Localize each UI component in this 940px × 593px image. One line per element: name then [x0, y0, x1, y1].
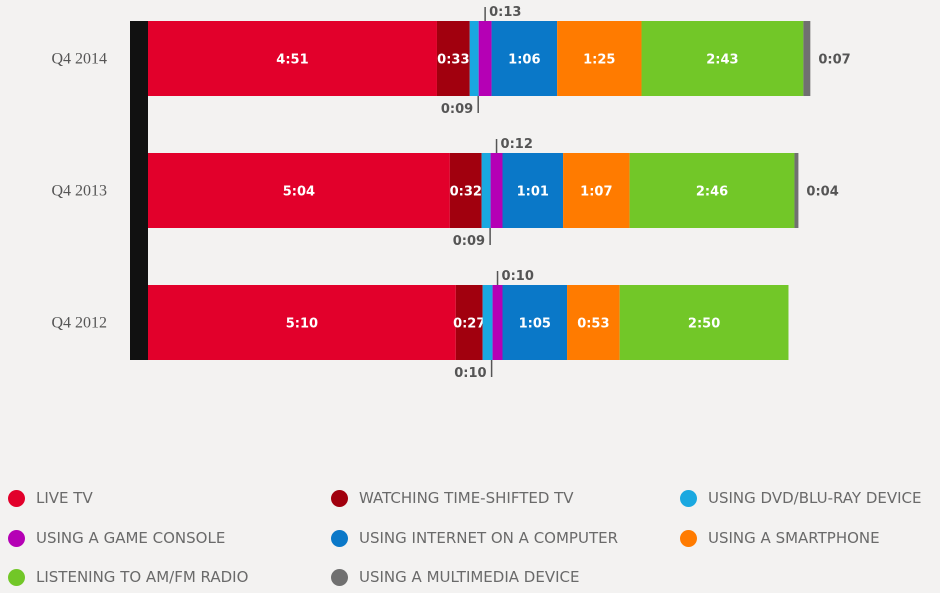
bar-segment-listening-to-am-fm-radio — [641, 21, 804, 96]
data-label: 2:46 — [696, 185, 728, 200]
bar-segment-using-dvd-blu-ray-device — [481, 153, 491, 228]
legend-item-using-internet-on-a-computer: USING INTERNET ON A COMPUTER — [331, 528, 618, 548]
data-label: 1:07 — [580, 185, 612, 200]
legend-swatch — [331, 489, 348, 507]
legend-item-live-tv: LIVE TV — [8, 488, 93, 508]
category-label: Q4 2013 — [51, 183, 107, 200]
data-label: 0:53 — [577, 317, 609, 332]
data-label: 0:32 — [450, 185, 482, 200]
bar-segment-using-dvd-blu-ray-device — [469, 21, 479, 96]
legend-item-listening-to-am-fm-radio: LISTENING TO AM/FM RADIO — [8, 567, 248, 587]
data-label: 0:13 — [489, 5, 521, 20]
legend-swatch — [680, 489, 697, 507]
baseline-axis — [130, 21, 148, 360]
legend-swatch — [8, 529, 25, 547]
bar-segment-using-a-game-console — [490, 153, 503, 228]
bar-segment-using-a-smartphone — [557, 21, 642, 96]
data-label: 0:27 — [453, 317, 485, 332]
data-label: 0:07 — [818, 53, 850, 68]
legend-swatch — [680, 529, 697, 547]
bar-segment-using-dvd-blu-ray-device — [482, 285, 493, 360]
bar-segment-using-a-game-console — [478, 21, 492, 96]
legend-label: LISTENING TO AM/FM RADIO — [36, 568, 249, 586]
bar-segment-using-a-multimedia-device — [803, 21, 811, 96]
bar-segment-listening-to-am-fm-radio — [629, 153, 795, 228]
bar-segment-watching-time-shifted-tv — [436, 21, 470, 96]
bar-segment-using-a-multimedia-device — [794, 153, 799, 228]
category-label: Q4 2012 — [51, 315, 107, 332]
data-label: 1:05 — [519, 317, 551, 332]
legend-swatch — [8, 489, 25, 507]
legend-item-watching-time-shifted-tv: WATCHING TIME-SHIFTED TV — [331, 488, 574, 508]
bar-segment-live-tv — [148, 21, 437, 96]
bar-segment-using-internet-on-a-computer — [502, 285, 568, 360]
bar-segment-using-a-game-console — [492, 285, 503, 360]
bar-segment-using-internet-on-a-computer — [491, 21, 558, 96]
legend-swatch — [8, 568, 25, 586]
data-label: 1:01 — [517, 185, 549, 200]
stacked-bar-chart: Q4 2014 4:51 0:33 0:09 0:13 1:06 1:25 2:43 0:07 Q… — [51, 5, 850, 381]
data-label: 4:51 — [276, 53, 308, 68]
data-label: 1:25 — [583, 53, 615, 68]
legend-label: USING A GAME CONSOLE — [36, 529, 226, 547]
data-label: 0:10 — [502, 269, 534, 284]
data-label: 1:06 — [508, 53, 540, 68]
data-label: 0:33 — [437, 53, 469, 68]
legend-item-using-a-multimedia-device: USING A MULTIMEDIA DEVICE — [331, 567, 579, 587]
data-label: 0:12 — [501, 137, 533, 152]
data-label: 5:10 — [286, 317, 318, 332]
legend-label: USING DVD/BLU-RAY DEVICE — [708, 489, 922, 507]
bar-segment-watching-time-shifted-tv — [449, 153, 482, 228]
legend-item-using-a-smartphone: USING A SMARTPHONE — [680, 528, 880, 548]
data-label: 0:10 — [454, 366, 486, 381]
legend-item-using-dvd-blu-ray-device: USING DVD/BLU-RAY DEVICE — [680, 488, 922, 508]
legend-label: USING A SMARTPHONE — [708, 529, 880, 547]
bar-segment-using-a-smartphone — [563, 153, 630, 228]
bar-segment-live-tv — [148, 285, 456, 360]
data-label: 0:04 — [806, 185, 838, 200]
data-label: 2:43 — [706, 53, 738, 68]
legend-item-using-a-game-console: USING A GAME CONSOLE — [8, 528, 225, 548]
data-label: 0:09 — [453, 234, 485, 249]
legend: LIVE TV WATCHING TIME-SHIFTED TV USING DVD… — [0, 478, 940, 593]
legend-label: WATCHING TIME-SHIFTED TV — [359, 489, 574, 507]
bar-segment-live-tv — [148, 153, 450, 228]
data-label: 2:50 — [688, 317, 720, 332]
bar-segment-using-internet-on-a-computer — [502, 153, 564, 228]
bar-segment-using-a-smartphone — [567, 285, 620, 360]
data-label: 5:04 — [283, 185, 315, 200]
legend-label: USING INTERNET ON A COMPUTER — [359, 529, 619, 547]
legend-label: USING A MULTIMEDIA DEVICE — [359, 568, 580, 586]
legend-swatch — [331, 529, 348, 547]
legend-swatch — [331, 568, 348, 586]
bar-segment-listening-to-am-fm-radio — [619, 285, 789, 360]
data-label: 0:09 — [441, 102, 473, 117]
category-label: Q4 2014 — [51, 51, 107, 68]
bar-segment-watching-time-shifted-tv — [455, 285, 483, 360]
legend-label: LIVE TV — [36, 489, 93, 507]
